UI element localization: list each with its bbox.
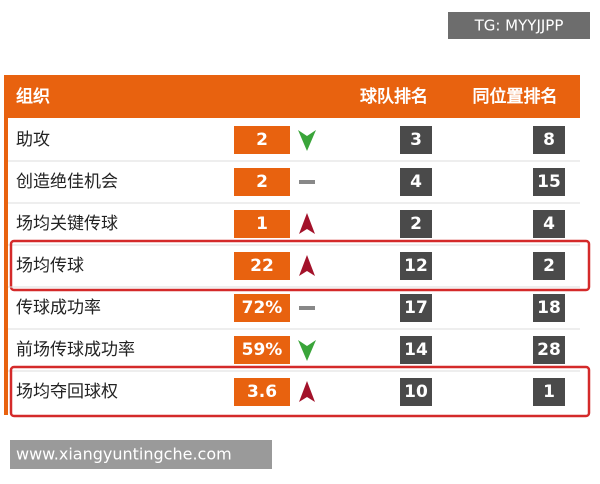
position-rank: 2 xyxy=(543,256,555,276)
table-edge xyxy=(4,75,8,415)
team-rank: 2 xyxy=(410,214,422,234)
header-bar xyxy=(8,75,580,118)
position-rank: 4 xyxy=(543,214,555,234)
trend-up xyxy=(299,213,315,234)
watermark-bottom: www.xiangyuntingche.com xyxy=(16,445,232,464)
team-rank-box xyxy=(400,210,432,238)
value: 59% xyxy=(242,340,283,360)
position-rank: 28 xyxy=(537,340,561,360)
position-rank: 18 xyxy=(537,298,561,318)
team-rank: 12 xyxy=(404,256,428,276)
position-rank-box xyxy=(533,168,565,196)
team-rank: 3 xyxy=(410,130,422,150)
row-label: 助攻 xyxy=(16,130,50,150)
watermark-box xyxy=(448,12,590,39)
trend-down xyxy=(298,130,316,151)
team-rank-box xyxy=(400,168,432,196)
value-box xyxy=(234,210,290,238)
header-team-rank: 球队排名 xyxy=(360,86,428,107)
position-rank-box xyxy=(533,378,565,406)
watermark-top: TG: MYYJJPP xyxy=(474,17,564,35)
position-rank-box xyxy=(533,294,565,322)
trend-up xyxy=(299,381,315,402)
value-box xyxy=(234,126,290,154)
team-rank-box xyxy=(400,294,432,322)
value-box xyxy=(234,252,290,280)
position-rank-box xyxy=(533,252,565,280)
value-box xyxy=(234,336,290,364)
row-label: 创造绝佳机会 xyxy=(16,172,118,192)
value-box xyxy=(234,168,290,196)
value: 2 xyxy=(256,172,268,192)
position-rank: 1 xyxy=(543,382,555,402)
row-label: 场均夺回球权 xyxy=(16,382,118,402)
team-rank-box xyxy=(400,252,432,280)
team-rank: 17 xyxy=(404,298,428,318)
value: 3.6 xyxy=(247,382,277,402)
header-title: 组织 xyxy=(16,86,50,107)
position-rank-box xyxy=(533,126,565,154)
team-rank-box xyxy=(400,336,432,364)
value: 1 xyxy=(256,214,268,234)
position-rank: 8 xyxy=(543,130,555,150)
value: 2 xyxy=(256,130,268,150)
highlight-box xyxy=(9,239,591,292)
team-rank: 14 xyxy=(404,340,428,360)
watermark-box xyxy=(10,440,272,469)
team-rank: 10 xyxy=(404,382,428,402)
team-rank: 4 xyxy=(410,172,422,192)
trend-up xyxy=(299,255,315,276)
trend-flat xyxy=(299,306,315,310)
team-rank-box xyxy=(400,126,432,154)
position-rank: 15 xyxy=(537,172,561,192)
value-box xyxy=(234,378,290,406)
value: 72% xyxy=(242,298,283,318)
team-rank-box xyxy=(400,378,432,406)
row-label: 场均传球 xyxy=(16,256,84,276)
value-box xyxy=(234,294,290,322)
row-label: 前场传球成功率 xyxy=(16,340,135,360)
value: 22 xyxy=(250,256,274,276)
trend-flat xyxy=(299,180,315,184)
position-rank-box xyxy=(533,336,565,364)
position-rank-box xyxy=(533,210,565,238)
header-position-rank: 同位置排名 xyxy=(473,86,558,107)
highlight-box xyxy=(9,365,591,418)
row-label: 传球成功率 xyxy=(16,298,101,318)
row-label: 场均关键传球 xyxy=(16,214,118,234)
trend-down xyxy=(298,340,316,361)
